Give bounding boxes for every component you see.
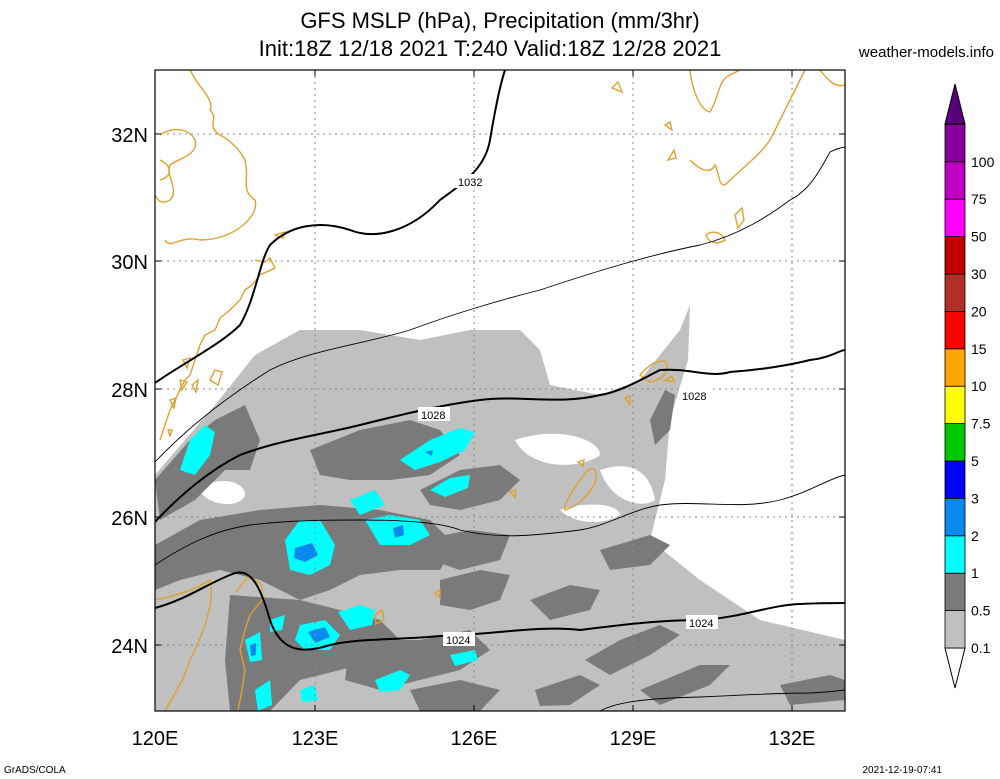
footer-credit: GrADS/COLA (4, 765, 66, 776)
lon-tick-label: 129E (610, 728, 657, 750)
colorbar-swatch (944, 348, 966, 387)
colorbar-label: 2 (971, 528, 979, 544)
isobar-label: 1028 (421, 410, 445, 422)
lon-tick-label: 123E (292, 728, 339, 750)
colorbar-swatch (944, 236, 966, 275)
colorbar: 0.1 0.5 1 2 3 5 7.5 10 15 20 30 50 75 100 (944, 83, 995, 689)
colorbar-swatch (944, 124, 966, 163)
site-name: weather-models.info (858, 44, 994, 61)
isobar-mid-thin (155, 474, 845, 566)
colorbar-label: 15 (971, 341, 987, 357)
lat-tick-label: 24N (111, 636, 148, 658)
isobar-label: 1028 (682, 391, 706, 403)
colorbar-swatch (944, 423, 966, 462)
lon-tick-label: 132E (769, 728, 816, 750)
precip-blue (250, 450, 433, 656)
colorbar-bottom-arrow (944, 647, 966, 689)
colorbar-swatch (944, 273, 966, 312)
coastlines (155, 70, 845, 711)
colorbar-label: 10 (971, 378, 987, 394)
colorbar-swatch (944, 497, 966, 537)
colorbar-label: 50 (971, 229, 987, 245)
colorbar-swatch (944, 572, 966, 612)
isobar-1024 (155, 571, 845, 651)
isobar-label: 1024 (446, 635, 470, 647)
isobar-north-thin (155, 146, 845, 463)
colorbar-label: 7.5 (971, 416, 991, 432)
isobar-1032 (155, 70, 506, 384)
colorbar-label: 5 (971, 453, 979, 469)
lat-tick-label: 30N (111, 252, 148, 274)
colorbar-label: 100 (971, 154, 995, 170)
map-title: GFS MSLP (hPa), Precipitation (mm/3hr) (300, 8, 700, 33)
lat-tick-label: 26N (111, 508, 148, 530)
lat-tick-label: 32N (111, 125, 148, 147)
colorbar-swatch (944, 460, 966, 499)
colorbar-label: 3 (971, 490, 979, 506)
isobar-label: 1032 (458, 177, 482, 189)
isobar-label: 1024 (689, 618, 713, 630)
colorbar-labels: 0.1 0.5 1 2 3 5 7.5 10 15 20 30 50 75 100 (971, 154, 995, 656)
map-plot-area: 1032 1028 1028 1024 1024 (155, 70, 845, 711)
footer-timestamp: 2021-12-19-07:41 (862, 765, 942, 776)
colorbar-boxes (944, 124, 966, 649)
map-subtitle: Init:18Z 12/18 2021 T:240 Valid:18Z 12/2… (258, 36, 722, 61)
colorbar-label: 30 (971, 266, 987, 282)
colorbar-swatch (944, 198, 966, 237)
colorbar-label: 20 (971, 303, 987, 319)
lat-tick-label: 28N (111, 380, 148, 402)
colorbar-swatch (944, 310, 966, 350)
lon-labels: 120E 123E 126E 129E 132E (132, 728, 816, 750)
lon-tick-label: 126E (451, 728, 498, 750)
isobars (155, 70, 845, 711)
map-frame (154, 69, 846, 712)
isobar-labels: 1032 1028 1028 1024 1024 (418, 174, 718, 647)
isobar-south-thin (599, 689, 845, 711)
colorbar-top-arrow (944, 83, 966, 125)
tick-marks (155, 70, 845, 711)
colorbar-swatch (944, 535, 966, 574)
colorbar-label: 0.5 (971, 603, 991, 619)
precip-gaps (200, 433, 830, 560)
colorbar-label: 1 (971, 565, 979, 581)
colorbar-swatch (944, 385, 966, 425)
lon-tick-label: 120E (132, 728, 179, 750)
colorbar-label: 75 (971, 191, 987, 207)
isobar-1028 (155, 349, 845, 523)
colorbar-swatch (944, 610, 966, 649)
lat-labels: 24N 26N 28N 30N 32N (111, 125, 148, 658)
colorbar-swatch (944, 161, 966, 200)
colorbar-label: 0.1 (971, 640, 991, 656)
